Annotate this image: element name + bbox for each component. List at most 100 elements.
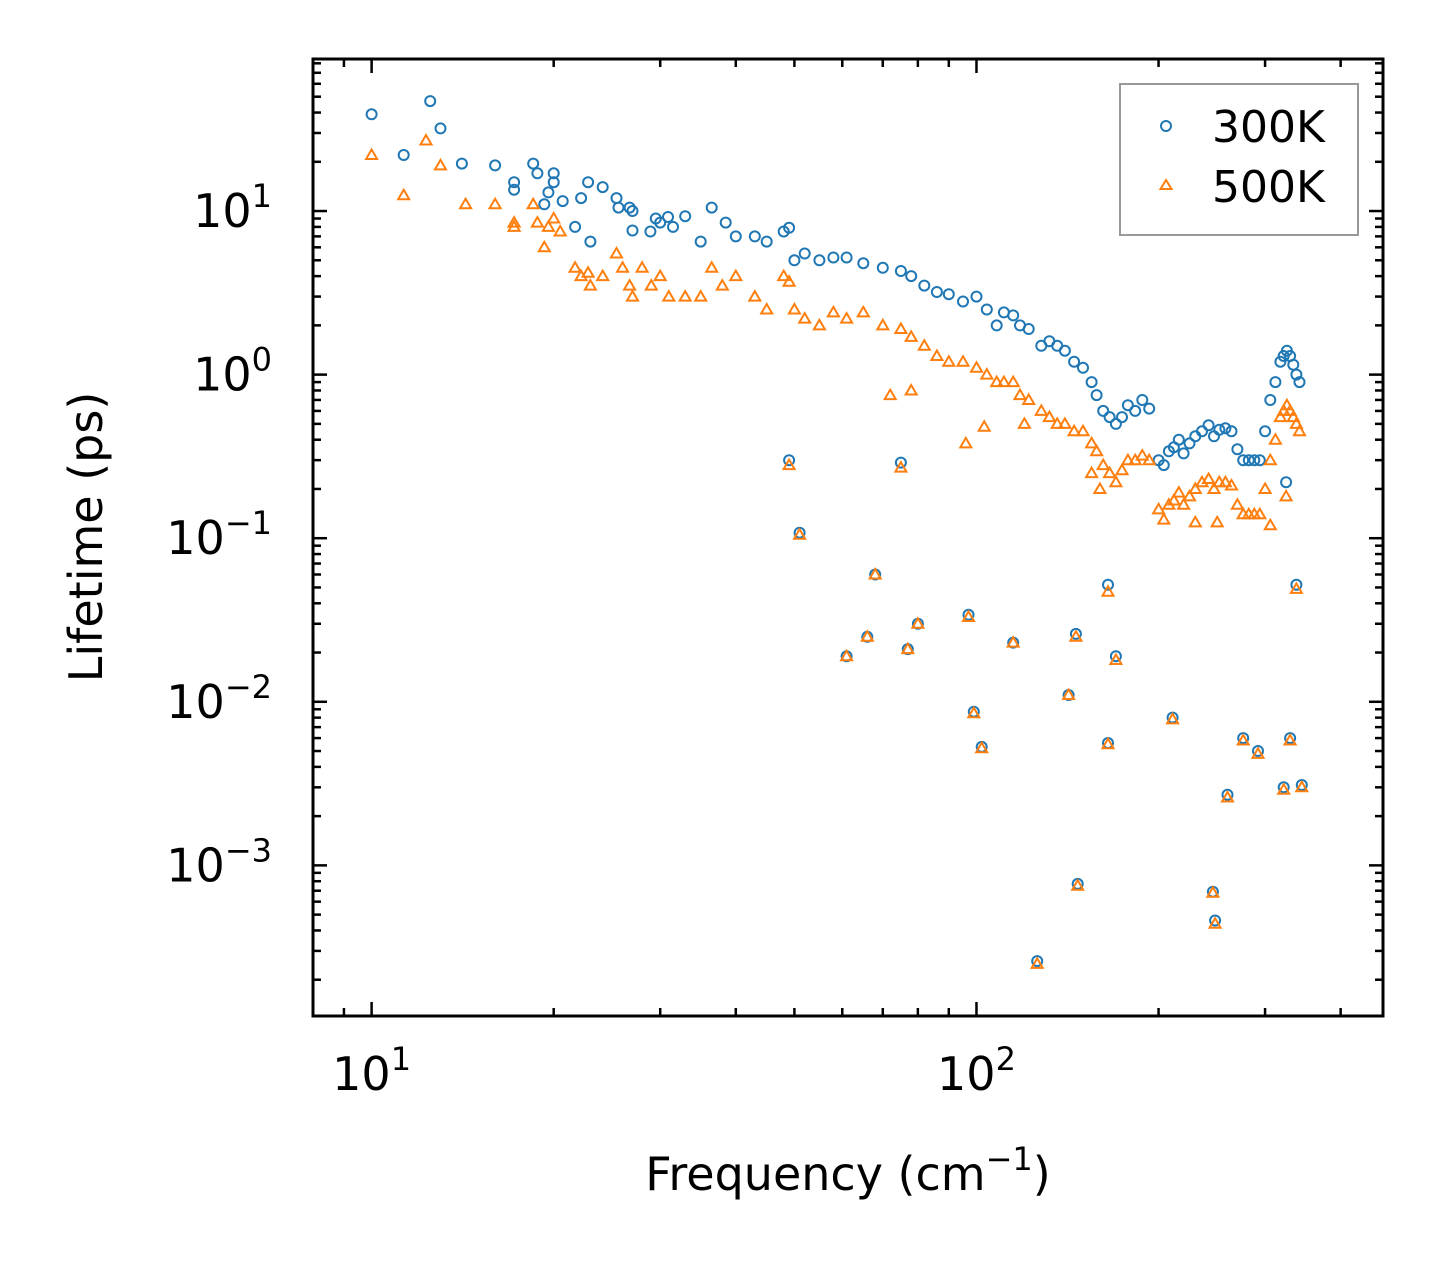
data-point-300k <box>729 230 742 243</box>
data-point-500k <box>856 304 871 318</box>
data-point-500k <box>961 609 976 622</box>
data-point-500k <box>546 211 561 224</box>
data-point-300k <box>788 254 801 267</box>
x-axis-label-main: Frequency (cm <box>645 1147 985 1201</box>
data-point-500k <box>797 311 812 324</box>
y-tick-label: 10−3 <box>166 831 272 892</box>
data-point-300k <box>1183 437 1196 450</box>
data-point-300k <box>905 270 918 283</box>
data-point-500k <box>615 260 630 273</box>
data-point-300k <box>798 247 811 260</box>
data-point-300k <box>1293 376 1306 389</box>
data-point-500k <box>776 268 791 282</box>
data-point-300k <box>1077 361 1089 374</box>
data-point-500k <box>1218 474 1233 488</box>
data-point-500k <box>1070 878 1085 891</box>
data-point-300k <box>1121 399 1134 412</box>
data-point-300k <box>1157 459 1170 472</box>
data-point-300k <box>1264 394 1277 406</box>
data-point-300k <box>970 290 983 303</box>
y-axis-label: Lifetime (ps) <box>59 392 113 683</box>
data-point-500k <box>1252 506 1268 520</box>
data-point-300k <box>1116 411 1128 424</box>
data-point-500k <box>903 383 919 396</box>
data-point-300k <box>980 303 993 316</box>
data-point-300k <box>662 211 674 223</box>
data-point-300k <box>1248 454 1261 467</box>
data-point-500k <box>910 616 926 629</box>
data-point-300k <box>1237 454 1250 467</box>
data-point-500k <box>580 265 596 278</box>
data-point-500k <box>882 387 898 401</box>
data-point-500k <box>1057 416 1073 429</box>
data-point-500k <box>506 219 522 232</box>
x-tick-label: 101 <box>332 1040 411 1101</box>
data-point-300k <box>569 220 582 233</box>
data-point-300k <box>542 186 555 199</box>
data-point-500k <box>1278 488 1294 502</box>
data-point-500k <box>941 354 957 367</box>
data-point-500k <box>487 196 503 210</box>
data-point-300k <box>1069 627 1082 640</box>
data-point-500k <box>1151 501 1166 515</box>
data-point-500k <box>1276 782 1291 795</box>
data-point-500k <box>1250 746 1266 759</box>
data-point-500k <box>1102 465 1117 479</box>
data-point-500k <box>958 435 974 449</box>
plot-frame <box>311 57 1385 1018</box>
data-point-500k <box>677 289 693 302</box>
data-point-500k <box>1188 514 1203 528</box>
data-point-300k <box>1252 745 1264 757</box>
data-point-500k <box>1188 481 1203 494</box>
data-point-300k <box>694 235 707 248</box>
data-point-500k <box>875 317 891 331</box>
data-point-300k <box>365 108 378 121</box>
legend: 300K 500K <box>1119 83 1359 236</box>
data-point-500k <box>552 224 568 237</box>
data-point-500k <box>826 304 841 318</box>
data-point-300k <box>1109 417 1122 430</box>
data-point-500k <box>1084 465 1099 479</box>
data-point-500k <box>792 527 807 540</box>
data-point-500k <box>1100 736 1116 750</box>
data-point-300k <box>1090 389 1103 402</box>
data-point-300k <box>1097 404 1110 417</box>
data-point-300k <box>1068 355 1081 368</box>
data-point-500k <box>567 260 583 273</box>
data-point-300k <box>1213 423 1226 436</box>
data-point-500k <box>1100 584 1116 597</box>
data-point-500k <box>1273 409 1288 423</box>
legend-300k-label: 300K <box>1212 102 1326 153</box>
data-point-500k <box>1068 629 1084 642</box>
data-point-300k <box>813 254 826 267</box>
data-point-500k <box>1049 416 1065 429</box>
data-point-500k <box>900 641 916 655</box>
points-layer <box>364 95 1310 969</box>
data-point-300k <box>1219 422 1232 435</box>
data-point-500k <box>1292 423 1307 437</box>
data-point-500k <box>1114 462 1130 476</box>
data-point-500k <box>903 329 919 342</box>
data-point-500k <box>418 133 434 146</box>
data-point-500k <box>1182 488 1197 502</box>
x-axis-label: Frequency (cm−1) <box>645 1140 1050 1201</box>
x-axis-label-suffix: ) <box>1033 1147 1051 1201</box>
data-point-500k <box>625 289 640 302</box>
data-point-300k <box>582 176 595 189</box>
data-point-300k <box>719 216 732 229</box>
data-point-300k <box>1221 788 1234 801</box>
data-point-300k <box>1022 323 1035 335</box>
data-point-500k <box>1205 885 1221 898</box>
data-point-500k <box>974 740 989 754</box>
data-point-500k <box>1263 517 1278 531</box>
data-point-500k <box>1021 392 1036 405</box>
data-point-300k <box>894 456 907 469</box>
data-point-300k <box>455 157 468 170</box>
legend-500k-label: 500K <box>1212 162 1326 213</box>
data-point-300k <box>626 205 639 217</box>
data-point-300k <box>596 181 609 194</box>
data-point-500k <box>966 705 982 719</box>
data-point-300k <box>547 176 560 189</box>
data-point-300k <box>612 201 625 214</box>
